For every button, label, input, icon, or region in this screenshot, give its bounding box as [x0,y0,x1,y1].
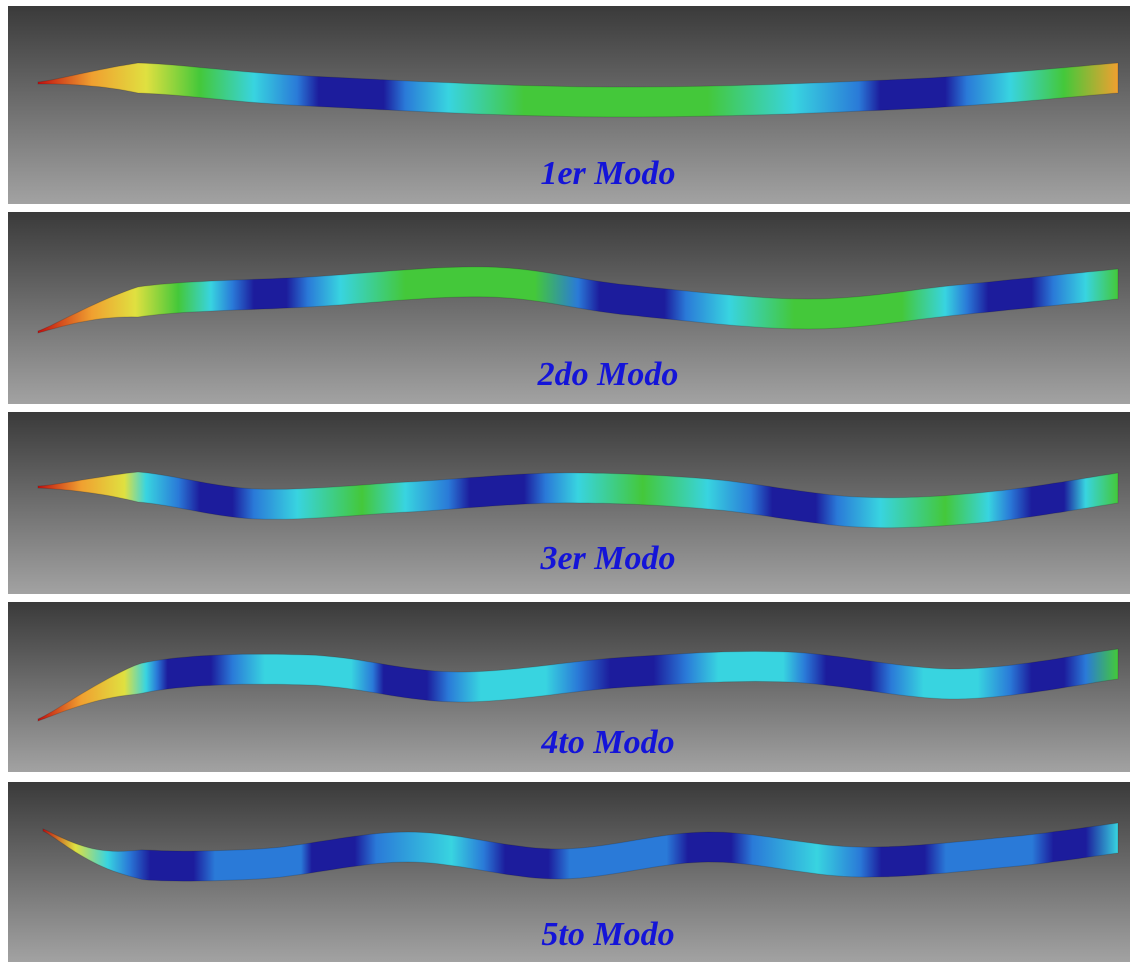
mode-panel: 2do Modo [8,212,1130,404]
mode-shapes-figure: 1er Modo 2do Modo 3er Modo 4to Modo 5to Modo [0,0,1132,962]
mode-panel: 4to Modo [8,602,1130,772]
mode-panel: 1er Modo [8,6,1130,204]
mode-label: 1er Modo [540,155,675,192]
mode-panel: 5to Modo [8,782,1130,962]
mode-label: 2do Modo [537,356,679,393]
mode-label: 3er Modo [539,540,675,577]
mode-label: 5to Modo [541,916,674,953]
mode-panel: 3er Modo [8,412,1130,594]
mode-label: 4to Modo [540,724,674,761]
page: 1er Modo 2do Modo 3er Modo 4to Modo 5to Modo… [0,0,1132,962]
